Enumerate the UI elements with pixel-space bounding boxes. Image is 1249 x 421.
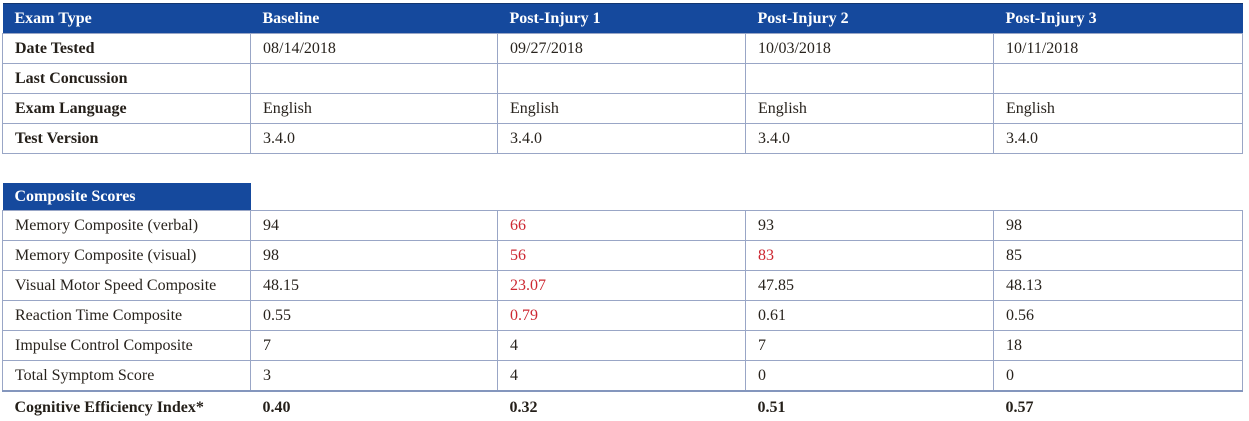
score-cell: 0.56 — [993, 300, 1243, 331]
score-cell: 0.55 — [250, 300, 498, 331]
score-cell: 98 — [250, 240, 498, 271]
row-label: Test Version — [2, 123, 251, 154]
score-cell: 0.61 — [745, 300, 994, 331]
composite-scores-title-cell: Composite Scores — [2, 183, 251, 211]
score-cell: 66 — [497, 210, 746, 241]
row-label: Reaction Time Composite — [2, 300, 251, 331]
score-cell: 48.15 — [250, 270, 498, 301]
exam-table-body: Date Tested 08/14/2018 09/27/2018 10/03/201… — [2, 33, 1243, 154]
column-header-baseline: Baseline — [250, 3, 498, 34]
exam-value-cell: English — [993, 93, 1243, 124]
cei-value-cell: 0.57 — [1005, 398, 1034, 416]
score-cell: 47.85 — [745, 270, 994, 301]
exam-value-cell: 10/11/2018 — [993, 33, 1243, 64]
composite-scores-table: Composite Scores Memory Composite (verba… — [2, 183, 1243, 421]
exam-value-cell: 3.4.0 — [745, 123, 994, 154]
score-cell: 85 — [993, 240, 1243, 271]
row-label: Total Symptom Score — [2, 360, 251, 392]
score-cell: 93 — [745, 210, 994, 241]
cei-value-cell: 0.51 — [757, 398, 786, 416]
score-cell: 0 — [745, 360, 994, 392]
score-cell: 4 — [497, 360, 746, 392]
composite-scores-header-row: Composite Scores — [2, 183, 1243, 211]
table-row: Impulse Control Composite 7 4 7 18 — [2, 330, 1243, 361]
row-label: Visual Motor Speed Composite — [2, 270, 251, 301]
exam-value-cell: 09/27/2018 — [497, 33, 746, 64]
exam-value-cell: English — [497, 93, 746, 124]
cognitive-efficiency-row: Cognitive Efficiency Index* 0.40 0.32 0.… — [3, 391, 1243, 421]
exam-value-cell — [497, 63, 746, 94]
row-label: Date Tested — [2, 33, 251, 64]
exam-value-cell: English — [250, 93, 498, 124]
score-cell: 94 — [250, 210, 498, 241]
exam-value-cell: English — [745, 93, 994, 124]
score-cell: 3 — [250, 360, 498, 392]
table-row: Date Tested 08/14/2018 09/27/2018 10/03/201… — [2, 33, 1243, 64]
score-cell: 48.13 — [993, 270, 1243, 301]
score-cell: 18 — [993, 330, 1243, 361]
row-label: Memory Composite (verbal) — [2, 210, 251, 241]
exam-value-cell: 08/14/2018 — [250, 33, 498, 64]
score-cell: 7 — [250, 330, 498, 361]
row-label: Memory Composite (visual) — [2, 240, 251, 271]
score-cell: 4 — [497, 330, 746, 361]
blank-header-cell — [745, 183, 994, 211]
column-header-post-injury-1: Post-Injury 1 — [497, 3, 746, 34]
exam-info-table: Exam Type Baseline Post-Injury 1 Post-In… — [2, 3, 1243, 154]
row-label: Impulse Control Composite — [2, 330, 251, 361]
score-cell: 98 — [993, 210, 1243, 241]
column-header-exam-type: Exam Type — [2, 3, 251, 34]
cei-value-cell: 0.40 — [262, 398, 291, 416]
column-header-post-injury-2: Post-Injury 2 — [745, 3, 994, 34]
exam-value-cell: 3.4.0 — [497, 123, 746, 154]
table-row: Last Concussion — [2, 63, 1243, 94]
footer-label: Cognitive Efficiency Index* — [14, 398, 204, 416]
score-cell: 23.07 — [497, 270, 746, 301]
exam-value-cell: 10/03/2018 — [745, 33, 994, 64]
score-cell: 0 — [993, 360, 1243, 392]
exam-value-cell — [745, 63, 994, 94]
score-cell: 0.79 — [497, 300, 746, 331]
blank-header-cell — [250, 183, 498, 211]
row-label: Exam Language — [2, 93, 251, 124]
exam-value-cell — [993, 63, 1243, 94]
table-row: Visual Motor Speed Composite 48.15 23.07 47… — [2, 270, 1243, 301]
table-row: Reaction Time Composite 0.55 0.79 0.61 0.56 — [2, 300, 1243, 331]
composite-scores-body: Memory Composite (verbal) 94 66 93 98 Memory … — [2, 210, 1243, 392]
score-cell: 83 — [745, 240, 994, 271]
table-row: Total Symptom Score 3 4 0 0 — [2, 360, 1243, 392]
blank-header-cell — [497, 183, 746, 211]
table-row: Memory Composite (verbal) 94 66 93 98 — [2, 210, 1243, 241]
row-label: Last Concussion — [2, 63, 251, 94]
exam-value-cell — [250, 63, 498, 94]
blank-header-cell — [993, 183, 1243, 211]
exam-value-cell: 3.4.0 — [250, 123, 498, 154]
exam-table-header-row: Exam Type Baseline Post-Injury 1 Post-In… — [2, 3, 1243, 34]
table-row: Exam Language English English English Englis… — [2, 93, 1243, 124]
table-row: Test Version 3.4.0 3.4.0 3.4.0 3.4.0 — [2, 123, 1243, 154]
column-header-post-injury-3: Post-Injury 3 — [993, 3, 1243, 34]
score-cell: 7 — [745, 330, 994, 361]
cei-value-cell: 0.32 — [509, 398, 538, 416]
score-cell: 56 — [497, 240, 746, 271]
table-row: Memory Composite (visual) 98 56 83 85 — [2, 240, 1243, 271]
exam-value-cell: 3.4.0 — [993, 123, 1243, 154]
